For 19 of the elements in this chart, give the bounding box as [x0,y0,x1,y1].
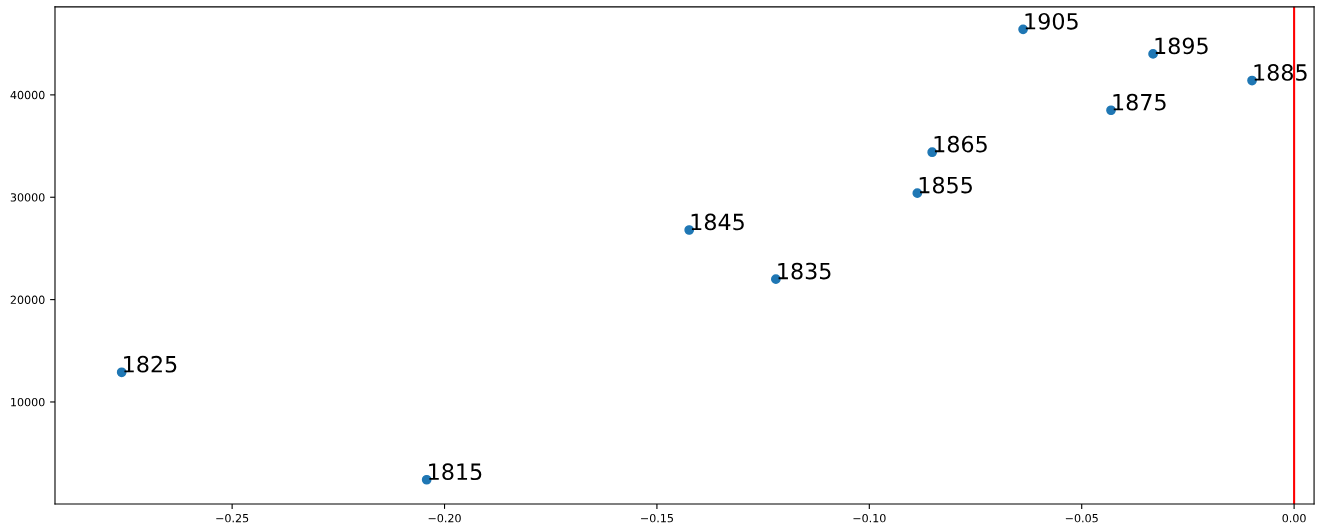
y-tick-label: 10000 [11,397,45,407]
annotation: 1905 [1025,12,1078,30]
x-tick-label: −0.10 [853,513,886,523]
x-tick-label: −0.05 [1065,513,1098,523]
y-tick-label: 20000 [10,295,45,304]
x-tick-label: −0.25 [216,513,249,523]
x-tick-label: −0.20 [428,513,461,523]
y-tick-label: 30000 [10,193,45,202]
y-tick-label: 40000 [10,90,45,100]
annotation: 1825 [124,355,177,373]
x-tick-label: −0.15 [641,513,673,523]
x-tick-label: 0.00 [1282,513,1306,523]
annotation: 1845 [691,213,744,231]
annotation: 1895 [1155,37,1208,55]
annotation: 1835 [778,262,831,280]
annotation: 1815 [429,463,482,481]
annotation: 1855 [919,176,972,194]
annotation: 1875 [1113,93,1166,111]
annotation: 1865 [934,135,987,153]
